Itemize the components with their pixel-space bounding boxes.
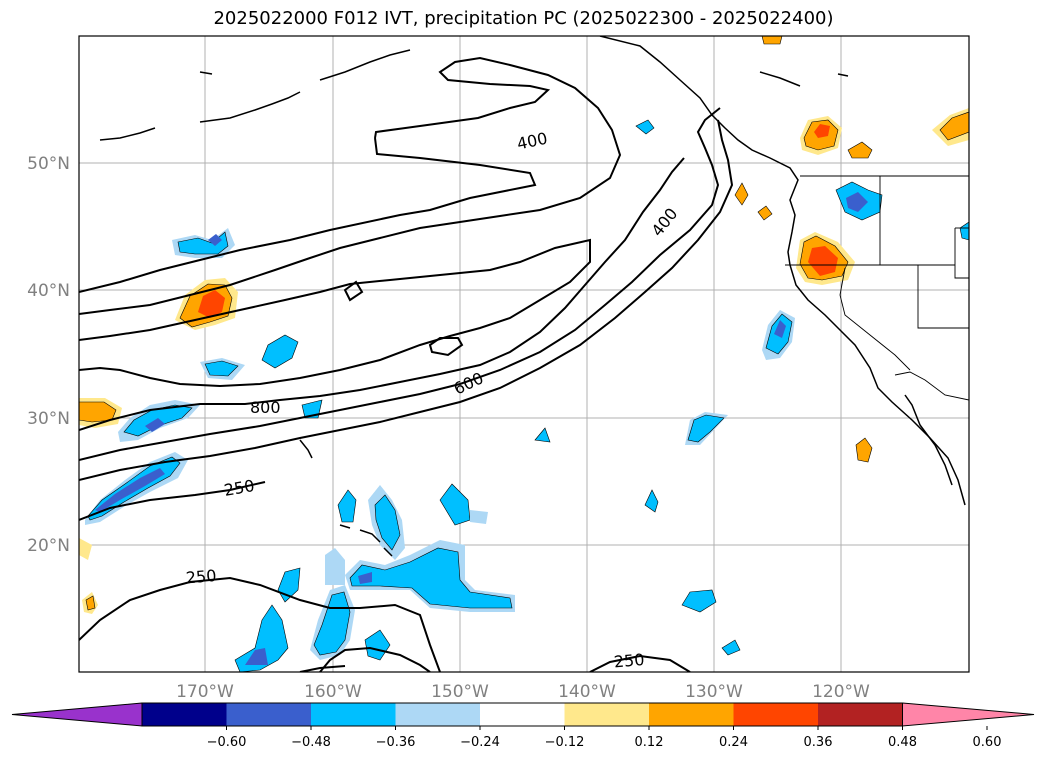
colorbar-tick-label: −0.12 bbox=[545, 735, 585, 750]
colorbar-extension-low bbox=[11, 702, 143, 727]
colorbar-tick-label: −0.36 bbox=[376, 735, 416, 750]
lon-label-150w: 150°W bbox=[431, 682, 489, 702]
colorbar-segment bbox=[226, 703, 312, 726]
colorbar-outline bbox=[141, 702, 903, 727]
colorbar-segment bbox=[311, 703, 396, 726]
colorbar-extension-high bbox=[902, 702, 1035, 727]
colorbar-tick-label: 0.36 bbox=[804, 735, 833, 750]
colorbar-tick-label: 0.60 bbox=[973, 735, 1002, 750]
gridlines bbox=[79, 36, 969, 672]
lon-label-130w: 130°W bbox=[685, 682, 743, 702]
lat-label-20n: 20°N bbox=[27, 536, 70, 556]
state-borders bbox=[785, 175, 969, 401]
colorbar-tick-label: −0.24 bbox=[460, 735, 500, 750]
colorbar-segment bbox=[818, 703, 903, 726]
lat-label-40n: 40°N bbox=[27, 281, 70, 301]
colorbar-segment bbox=[733, 703, 819, 726]
ivt-contours bbox=[79, 56, 734, 672]
colorbar-segment bbox=[142, 703, 227, 726]
lon-label-170w: 170°W bbox=[176, 682, 234, 702]
colorbar-tick-label: 0.12 bbox=[635, 735, 664, 750]
colorbar-tick-label: −0.60 bbox=[207, 735, 247, 750]
latitude-labels: 50°N 40°N 30°N 20°N bbox=[27, 154, 70, 556]
contour-label: 250 bbox=[613, 650, 645, 672]
coastlines bbox=[99, 36, 966, 557]
colorbar-segment bbox=[395, 703, 481, 726]
map-frame bbox=[78, 35, 970, 673]
contour-label: 250 bbox=[185, 566, 217, 588]
colorbar-segment bbox=[480, 703, 565, 726]
colorbar-tick-label: −0.48 bbox=[291, 735, 331, 750]
map-title: 2025022000 F012 IVT, precipitation PC (2… bbox=[213, 8, 834, 29]
lat-label-30n: 30°N bbox=[27, 409, 70, 429]
colorbar-segment bbox=[649, 703, 734, 726]
lon-label-120w: 120°W bbox=[812, 682, 870, 702]
colorbar-segment bbox=[564, 703, 650, 726]
colorbar-tick-label: 0.24 bbox=[719, 735, 748, 750]
colorbar-tick-label: 0.48 bbox=[888, 735, 917, 750]
lon-label-160w: 160°W bbox=[304, 682, 362, 702]
precip-pc-shading bbox=[79, 36, 969, 672]
lat-label-50n: 50°N bbox=[27, 154, 70, 174]
colorbar: −0.60 −0.48 −0.36 −0.24 −0.12 0.12 0.24 0.36 0.4… bbox=[11, 702, 1035, 750]
longitude-labels: 170°W 160°W 150°W 140°W 130°W 120°W bbox=[176, 682, 870, 702]
contour-label: 800 bbox=[250, 398, 281, 417]
lon-label-140w: 140°W bbox=[558, 682, 616, 702]
